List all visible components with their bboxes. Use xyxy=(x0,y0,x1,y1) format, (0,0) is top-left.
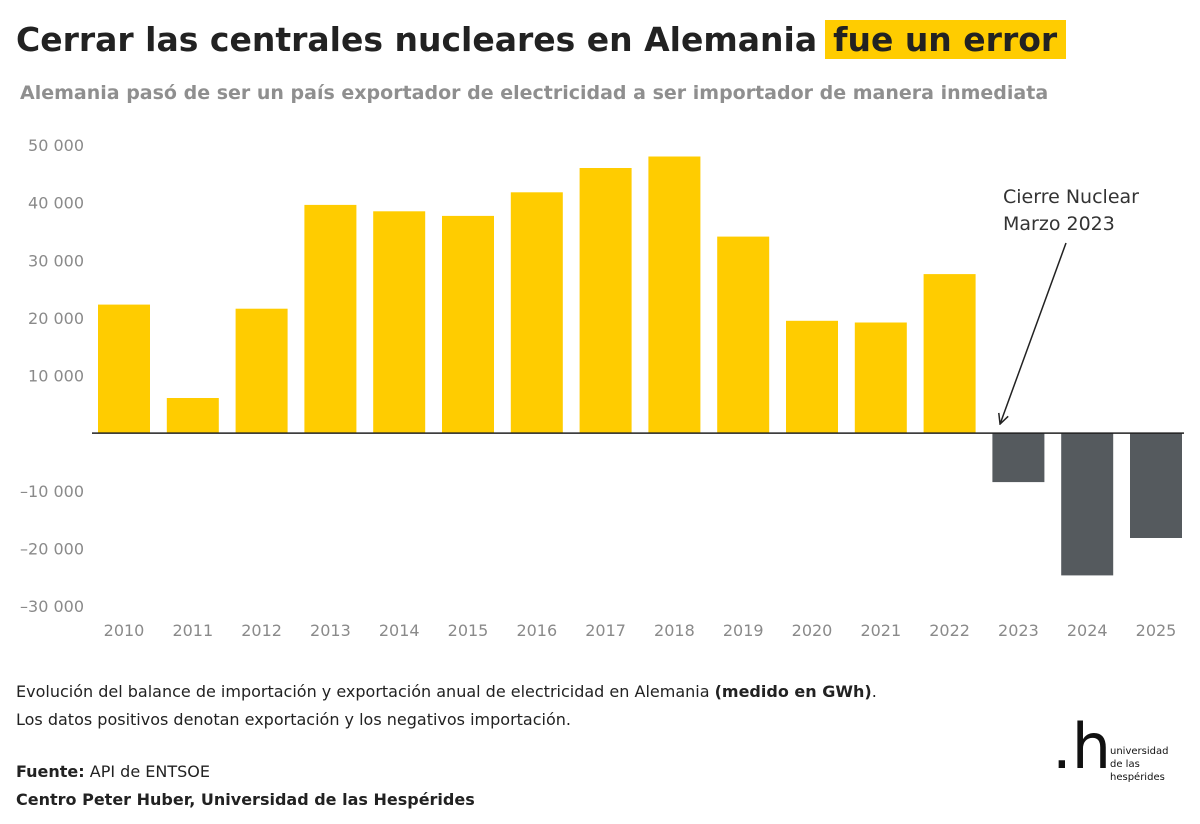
source-block: Fuente: API de ENTSOE Centro Peter Huber… xyxy=(16,758,475,814)
note-end: . xyxy=(871,682,877,701)
y-tick-label: 20 000 xyxy=(28,309,84,328)
y-axis: 50 000 40 000 30 000 20 000 10 000 –10 000 –20… xyxy=(20,136,84,616)
bar-2012 xyxy=(235,308,288,434)
bar-chart: 50 000 40 000 30 000 20 000 10 000 –10 000 –20… xyxy=(20,136,1184,640)
title-main: Cerrar las centrales nucleares en Aleman… xyxy=(16,20,818,59)
x-tick-label-2015: 2015 xyxy=(448,621,489,640)
x-tick-label-2025: 2025 xyxy=(1136,621,1177,640)
x-tick-label-2021: 2021 xyxy=(860,621,901,640)
annotation-line-2: Marzo 2023 xyxy=(1003,213,1115,235)
logo-wordmark: universidad de las hespérides xyxy=(1110,745,1168,784)
bar-2022 xyxy=(923,274,976,434)
x-tick-label-2024: 2024 xyxy=(1067,621,1108,640)
logo-line-2: de las xyxy=(1110,759,1140,770)
chart-title: Cerrar las centrales nucleares en Aleman… xyxy=(16,14,1067,66)
x-tick-label-2018: 2018 xyxy=(654,621,695,640)
title-highlight: fue un error xyxy=(825,20,1067,59)
bar-2015 xyxy=(442,215,494,434)
x-tick-label-2012: 2012 xyxy=(241,621,282,640)
x-tick-label-2011: 2011 xyxy=(172,621,213,640)
logo-mark: .h xyxy=(1052,710,1112,783)
y-tick-label: 30 000 xyxy=(28,251,84,270)
annotation-line-1: Cierre Nuclear xyxy=(1003,186,1139,208)
x-tick-label-2014: 2014 xyxy=(379,621,420,640)
bar-2011 xyxy=(166,398,219,434)
bar-2013 xyxy=(304,204,357,434)
x-tick-label-2022: 2022 xyxy=(929,621,970,640)
source-line: Fuente: API de ENTSOE xyxy=(16,758,475,786)
logo-line-1: universidad xyxy=(1110,746,1169,757)
bar-2020 xyxy=(786,320,838,434)
annotation: Cierre Nuclear Marzo 2023 xyxy=(1000,186,1139,423)
bar-2024 xyxy=(1061,433,1114,576)
x-tick-label-2017: 2017 xyxy=(585,621,626,640)
chart-note: Evolución del balance de importación y e… xyxy=(16,678,877,734)
y-tick-label: –10 000 xyxy=(20,482,84,501)
note-unit: (medido en GWh) xyxy=(714,682,872,701)
credit-line: Centro Peter Huber, Universidad de las H… xyxy=(16,786,475,814)
x-axis: 2010 2011 2012 2013 2014 2015 2016 2017 2018 2019… xyxy=(104,621,1177,640)
bar-2014 xyxy=(373,211,426,434)
x-tick-label-2010: 2010 xyxy=(104,621,145,640)
y-tick-label: –20 000 xyxy=(20,539,84,558)
annotation-arrow xyxy=(1000,242,1067,423)
bar-2010 xyxy=(98,304,150,434)
source-label: Fuente: xyxy=(16,762,85,781)
bar-2025 xyxy=(1130,433,1182,538)
x-tick-label-2013: 2013 xyxy=(310,621,351,640)
bar-2018 xyxy=(648,156,701,434)
university-logo: .h universidad de las hespérides xyxy=(1052,716,1182,784)
bar-2016 xyxy=(510,192,563,434)
credit: Centro Peter Huber, Universidad de las H… xyxy=(16,790,475,809)
note-line-2: Los datos positivos denotan exportación … xyxy=(16,710,571,729)
y-tick-label: 10 000 xyxy=(28,367,84,386)
bar-2019 xyxy=(717,236,770,434)
logo-line-3: hespérides xyxy=(1110,772,1165,783)
note-text: Evolución del balance de importación y e… xyxy=(16,682,715,701)
chart-subtitle: Alemania pasó de ser un país exportador … xyxy=(20,82,1049,104)
bar-2021 xyxy=(854,322,907,434)
x-tick-label-2016: 2016 xyxy=(516,621,557,640)
source-value: API de ENTSOE xyxy=(84,762,210,781)
bar-2017 xyxy=(579,168,632,434)
bar-2023 xyxy=(992,433,1045,483)
y-tick-label: 50 000 xyxy=(28,136,84,155)
note-line-1: Evolución del balance de importación y e… xyxy=(16,678,877,706)
x-tick-label-2019: 2019 xyxy=(723,621,764,640)
y-tick-label: 40 000 xyxy=(28,194,84,213)
x-tick-label-2023: 2023 xyxy=(998,621,1039,640)
x-tick-label-2020: 2020 xyxy=(792,621,833,640)
y-tick-label: –30 000 xyxy=(20,597,84,616)
bars xyxy=(98,156,1182,576)
